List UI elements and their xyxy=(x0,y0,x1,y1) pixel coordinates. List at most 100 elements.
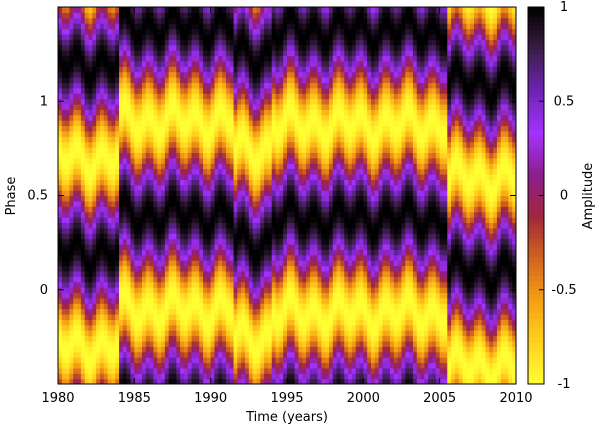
heatmap-cell xyxy=(317,168,322,175)
heatmap-cell xyxy=(206,136,212,143)
heatmap-cell xyxy=(203,227,208,234)
heatmap-cell xyxy=(111,367,116,374)
heatmap-cell xyxy=(99,313,105,320)
heatmap-cell xyxy=(130,292,135,299)
heatmap-cell xyxy=(233,276,238,283)
heatmap-cell xyxy=(325,265,330,272)
heatmap-cell xyxy=(260,195,265,202)
heatmap-cell xyxy=(92,44,97,51)
heatmap-cell xyxy=(191,82,196,89)
heatmap-cell xyxy=(130,66,135,73)
heatmap-cell xyxy=(199,114,204,121)
heatmap-cell xyxy=(180,270,185,277)
heatmap-cell xyxy=(183,351,189,358)
heatmap-cell xyxy=(176,367,181,374)
heatmap-cell xyxy=(325,120,330,127)
heatmap-cell xyxy=(317,44,322,51)
heatmap-cell xyxy=(271,184,277,191)
heatmap-cell xyxy=(287,227,292,234)
heatmap-cell xyxy=(199,44,204,51)
heatmap-cell xyxy=(180,243,185,250)
heatmap-cell xyxy=(107,157,113,164)
heatmap-cell xyxy=(176,324,181,331)
heatmap-cell xyxy=(252,7,258,13)
heatmap-cell xyxy=(298,7,303,13)
heatmap-cell xyxy=(138,103,143,110)
heatmap-cell xyxy=(73,152,78,159)
heatmap-cell xyxy=(237,287,242,294)
heatmap-cell xyxy=(73,82,78,89)
heatmap-cell xyxy=(241,163,246,170)
heatmap-cell xyxy=(191,227,196,234)
heatmap-cell xyxy=(96,39,101,46)
heatmap-cell xyxy=(294,93,300,100)
heatmap-cell xyxy=(195,206,200,213)
heatmap-cell xyxy=(172,82,177,89)
heatmap-cell xyxy=(157,254,162,261)
heatmap-cell xyxy=(134,93,139,100)
heatmap-cell xyxy=(237,173,242,180)
heatmap-cell xyxy=(191,313,196,320)
heatmap-cell xyxy=(252,303,258,310)
heatmap-cell xyxy=(58,125,63,132)
heatmap-cell xyxy=(287,77,292,83)
heatmap-cell xyxy=(206,287,212,294)
heatmap-cell xyxy=(73,50,78,57)
heatmap-cell xyxy=(203,297,208,304)
heatmap-cell xyxy=(80,313,86,320)
heatmap-cell xyxy=(141,281,147,288)
heatmap-cell xyxy=(99,173,105,180)
heatmap-cell xyxy=(69,227,74,234)
heatmap-cell xyxy=(180,60,185,67)
heatmap-cell xyxy=(302,330,307,337)
heatmap-cell xyxy=(245,227,250,234)
heatmap-cell xyxy=(164,265,170,272)
heatmap-cell xyxy=(172,39,177,46)
heatmap-cell xyxy=(107,168,113,175)
heatmap-cell xyxy=(306,276,311,283)
heatmap-cell xyxy=(96,60,101,67)
heatmap-cell xyxy=(80,265,86,272)
heatmap-cell xyxy=(225,120,231,127)
heatmap-cell xyxy=(325,206,330,213)
heatmap-cell xyxy=(317,265,322,272)
heatmap-cell xyxy=(206,351,212,358)
heatmap-cell xyxy=(176,238,181,245)
heatmap-cell xyxy=(145,157,151,164)
heatmap-cell xyxy=(210,367,216,374)
heatmap-cell xyxy=(222,217,227,224)
heatmap-cell xyxy=(229,287,235,294)
heatmap-cell xyxy=(115,7,120,13)
heatmap-cell xyxy=(248,39,254,46)
heatmap-cell xyxy=(107,50,113,57)
heatmap-cell xyxy=(77,260,82,267)
heatmap-cell xyxy=(275,163,280,170)
heatmap-cell xyxy=(145,98,151,105)
heatmap-cell xyxy=(126,265,132,272)
heatmap-cell xyxy=(260,211,265,218)
heatmap-cell xyxy=(161,190,166,197)
heatmap-cell xyxy=(73,324,78,331)
heatmap-cell xyxy=(241,303,246,310)
heatmap-cell xyxy=(69,238,74,245)
heatmap-cell xyxy=(187,351,193,358)
heatmap-cell xyxy=(88,130,93,137)
heatmap-cell xyxy=(141,292,147,299)
heatmap-cell xyxy=(241,179,246,186)
heatmap-cell xyxy=(88,319,93,326)
heatmap-cell xyxy=(176,50,181,57)
heatmap-cell xyxy=(321,281,326,288)
heatmap-cell xyxy=(99,93,105,100)
heatmap-cell xyxy=(309,71,315,78)
heatmap-cell xyxy=(122,260,128,267)
heatmap-cell xyxy=(264,141,269,148)
heatmap-cell xyxy=(111,66,116,73)
heatmap-cell xyxy=(96,367,101,374)
heatmap-cell xyxy=(88,367,93,374)
heatmap-cell xyxy=(317,340,322,347)
heatmap-cell xyxy=(309,103,315,110)
heatmap-cell xyxy=(149,7,155,13)
heatmap-cell xyxy=(92,28,97,35)
heatmap-cell xyxy=(325,82,330,89)
heatmap-cell xyxy=(298,120,303,127)
